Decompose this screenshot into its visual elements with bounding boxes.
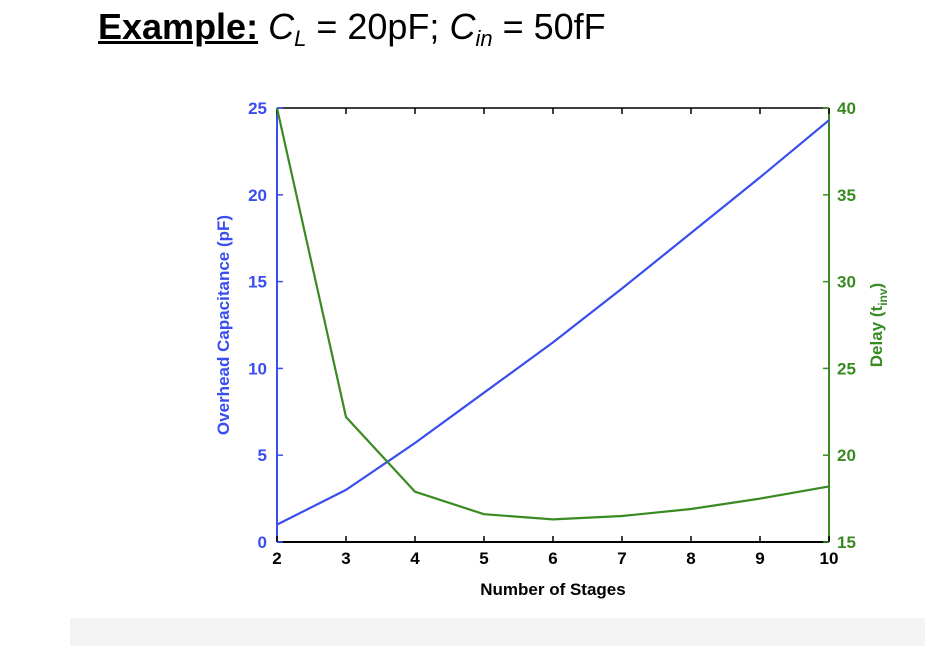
- x-tick-label: 8: [686, 549, 695, 568]
- x-tick-label: 4: [410, 549, 420, 568]
- right-y-axis-label-main: Delay (t: [867, 305, 886, 367]
- x-tick-label: 6: [548, 549, 557, 568]
- cin-subscript: in: [475, 26, 493, 51]
- x-tick-label: 10: [820, 549, 839, 568]
- cin-symbol: C: [449, 6, 476, 47]
- x-tick-label: 5: [479, 549, 488, 568]
- x-tick-label: 2: [272, 549, 281, 568]
- chart-axes: [276, 107, 830, 543]
- right-y-tick-label: 20: [837, 446, 856, 465]
- chart-series: [275, 107, 830, 526]
- right-y-tick-label: 15: [837, 533, 856, 552]
- left-y-tick-label: 25: [248, 99, 267, 118]
- right-y-tick-label: 25: [837, 359, 856, 378]
- title-lead: Example:: [98, 6, 259, 47]
- x-axis-label: Number of Stages: [480, 580, 625, 599]
- x-tick-label: 7: [617, 549, 626, 568]
- right-y-axis-label-end: ): [867, 283, 886, 289]
- left-y-axis-label: Overhead Capacitance (pF): [214, 215, 233, 435]
- x-tick-label: 9: [755, 549, 764, 568]
- cl-subscript: L: [294, 26, 307, 51]
- right-y-axis-label: Delay (tinv): [867, 283, 890, 367]
- delay-line: [275, 107, 830, 521]
- right-y-tick-label: 30: [837, 273, 856, 292]
- left-y-tick-label: 15: [248, 273, 267, 292]
- cl-symbol: C: [268, 6, 295, 47]
- right-y-axis-label-sub: inv: [876, 288, 890, 306]
- left-y-tick-label: 0: [258, 533, 267, 552]
- right-y-tick-label: 35: [837, 186, 856, 205]
- left-y-tick-label: 20: [248, 186, 267, 205]
- overhead-capacitance-line: [276, 119, 830, 526]
- left-y-tick-label: 5: [258, 446, 267, 465]
- x-tick-label: 3: [341, 549, 350, 568]
- cl-value: = 20pF;: [306, 6, 450, 47]
- right-y-tick-label: 40: [837, 99, 856, 118]
- footer-band: [70, 618, 925, 646]
- left-y-tick-label: 10: [248, 359, 267, 378]
- slide-title: Example: CL = 20pF; Cin = 50fF: [98, 6, 606, 52]
- cin-value: = 50fF: [492, 6, 606, 47]
